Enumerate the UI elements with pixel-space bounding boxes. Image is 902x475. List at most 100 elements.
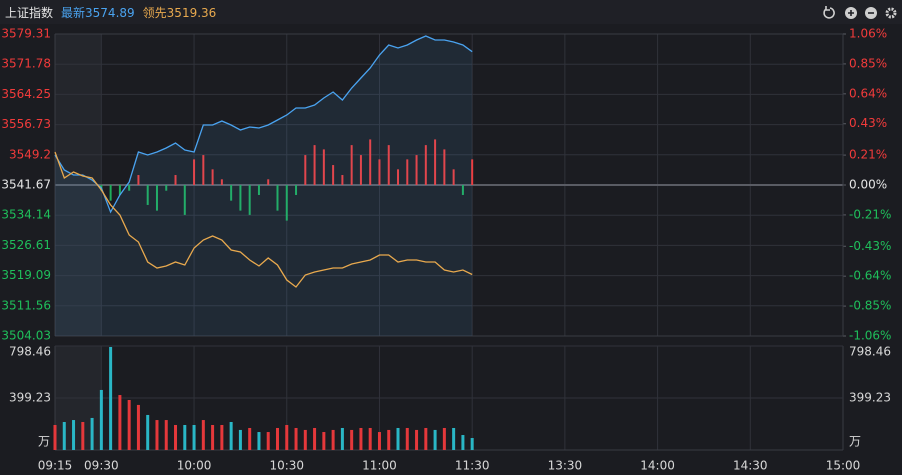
x-tick-label: 11:00	[362, 459, 397, 473]
diff-bar	[322, 149, 325, 185]
y2-tick-label: 0.00%	[849, 178, 887, 192]
y-tick-label: 3541.67	[1, 178, 51, 192]
volume-bar	[461, 435, 465, 450]
volume-bar	[424, 427, 428, 450]
volume-bar	[118, 395, 122, 450]
y-tick-label: 3526.61	[1, 238, 51, 252]
diff-bar	[359, 155, 362, 185]
volume-bar	[183, 424, 187, 450]
diff-bar	[452, 169, 455, 185]
volume-bar	[322, 432, 326, 450]
volume-bar	[340, 427, 344, 450]
volume-bar	[201, 420, 205, 450]
volume-bar	[285, 424, 289, 450]
diff-bar	[193, 159, 196, 185]
volume-bar	[275, 427, 279, 450]
legend-label: 领先	[143, 6, 167, 20]
volume-bar	[452, 427, 456, 450]
x-tick-label: 14:30	[733, 459, 768, 473]
volume-bar	[405, 427, 409, 450]
diff-bar	[434, 139, 437, 185]
legend-value: 3519.36	[167, 6, 217, 20]
volume-bar	[99, 389, 103, 450]
diff-bar	[174, 175, 177, 185]
y2-tick-label: 798.46	[849, 345, 891, 359]
diff-bar	[248, 185, 251, 215]
volume-bar	[90, 417, 94, 450]
diff-bar	[220, 179, 223, 185]
diff-bar	[415, 155, 418, 185]
reset-icon[interactable]	[823, 6, 835, 19]
volume-bar	[294, 427, 298, 450]
volume-bar	[257, 432, 261, 450]
diff-bar	[276, 185, 279, 211]
legend-value: 3574.89	[85, 6, 135, 20]
diff-bar	[387, 145, 390, 185]
diff-bar	[202, 155, 205, 185]
volume-bar	[303, 429, 307, 450]
y2-tick-label: 1.06%	[849, 27, 887, 41]
volume-bar	[331, 429, 335, 450]
diff-bar	[443, 149, 446, 185]
volume-bar	[109, 346, 113, 450]
diff-bar	[239, 185, 242, 211]
volume-bar	[248, 427, 252, 450]
y2-tick-label: -1.06%	[849, 329, 891, 343]
diff-bar	[397, 169, 400, 185]
volume-bar	[155, 420, 159, 450]
diff-bar	[118, 185, 121, 195]
unit-label: 万	[849, 435, 861, 449]
y2-tick-label: -0.85%	[849, 299, 891, 313]
diff-bar	[146, 185, 149, 205]
y2-tick-label: 0.64%	[849, 86, 887, 100]
diff-bar	[267, 179, 270, 185]
volume-bar	[127, 399, 131, 450]
settings-icon[interactable]	[885, 7, 897, 19]
volume-bar	[387, 429, 391, 450]
diff-bar	[285, 185, 288, 221]
diff-bar	[257, 185, 260, 195]
volume-bar	[415, 429, 419, 450]
volume-bar	[368, 427, 372, 450]
y2-tick-label: 0.21%	[849, 148, 887, 162]
diff-bar	[165, 185, 168, 191]
x-tick-label: 09:15	[38, 459, 73, 473]
y-tick-label: 3549.2	[9, 147, 51, 161]
diff-bar	[350, 145, 353, 185]
volume-bar	[146, 414, 150, 450]
volume-bar	[53, 424, 57, 450]
diff-bar	[304, 155, 307, 185]
header: 上证指数 最新3574.89 领先3519.36	[5, 5, 216, 20]
y-tick-label: 3511.56	[1, 298, 51, 312]
x-tick-label: 13:30	[548, 459, 583, 473]
diff-bar	[332, 165, 335, 185]
diff-bar	[109, 185, 112, 201]
volume-bar	[350, 429, 354, 450]
series-line	[54, 151, 473, 288]
y2-tick-label: -0.21%	[849, 207, 891, 221]
x-tick-label: 10:30	[269, 459, 304, 473]
volume-bar	[72, 420, 76, 450]
toolbar-icons	[823, 6, 897, 19]
volume-bar	[220, 424, 224, 450]
diff-bar	[155, 185, 158, 211]
diff-bar	[128, 185, 131, 191]
volume-bar	[164, 420, 168, 450]
volume-bar	[174, 424, 178, 450]
unit-label: 万	[38, 435, 50, 449]
volume-bar	[229, 421, 233, 450]
diff-bar	[230, 185, 233, 201]
x-tick-label: 09:30	[84, 459, 119, 473]
chart-title: 上证指数	[5, 5, 53, 20]
y2-tick-label: -0.64%	[849, 269, 891, 283]
legend-label: 最新	[61, 5, 85, 20]
volume-bar	[62, 421, 66, 450]
volume-bar	[81, 421, 85, 450]
volume-bar	[313, 427, 317, 450]
y2-tick-label: 0.43%	[849, 116, 887, 130]
y-tick-label: 3571.78	[1, 57, 51, 71]
y-tick-label: 399.23	[9, 391, 51, 405]
volume-bar	[377, 432, 381, 450]
